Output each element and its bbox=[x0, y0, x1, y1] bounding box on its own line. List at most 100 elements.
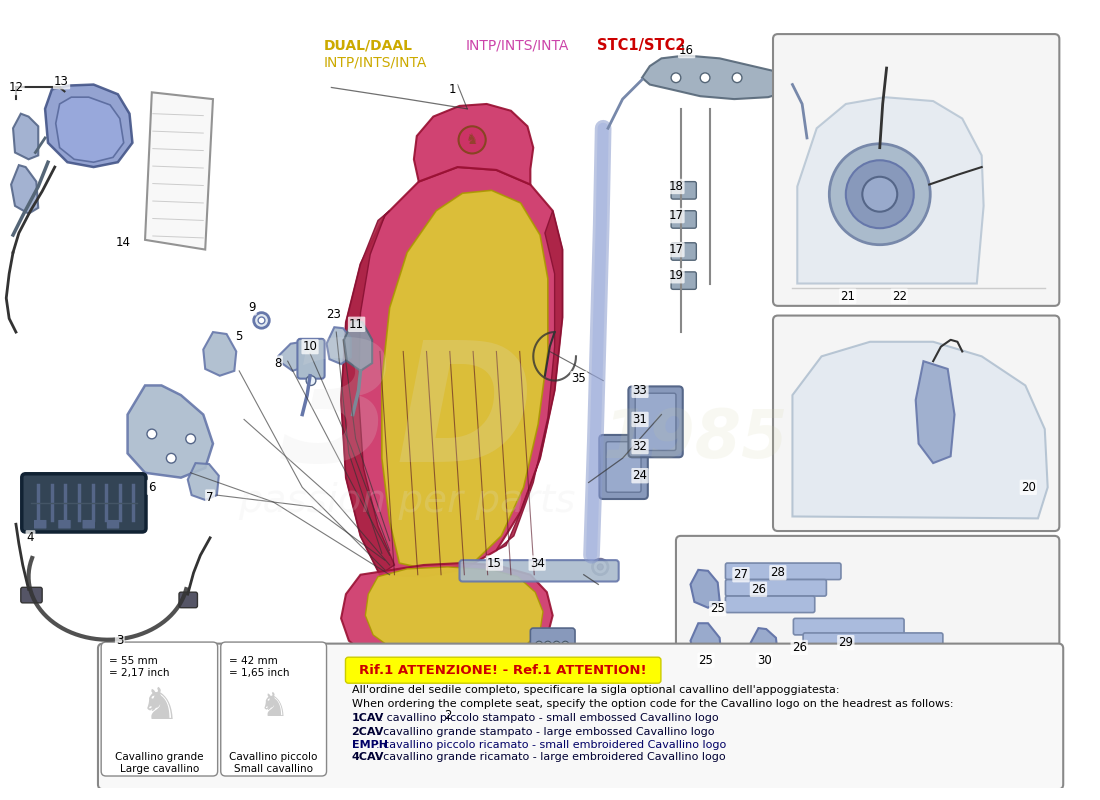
Text: 4CAV: 4CAV bbox=[352, 752, 384, 762]
FancyBboxPatch shape bbox=[179, 592, 197, 608]
Polygon shape bbox=[13, 114, 39, 159]
Text: : cavallino piccolo stampato - small embossed Cavallino logo: : cavallino piccolo stampato - small emb… bbox=[376, 713, 718, 722]
Polygon shape bbox=[56, 97, 123, 162]
Polygon shape bbox=[382, 190, 548, 570]
Polygon shape bbox=[344, 321, 372, 371]
Polygon shape bbox=[496, 210, 562, 550]
Text: ♞: ♞ bbox=[140, 686, 179, 728]
Polygon shape bbox=[341, 167, 562, 577]
Text: passion per parts: passion per parts bbox=[239, 482, 575, 520]
Polygon shape bbox=[414, 104, 534, 185]
Polygon shape bbox=[128, 386, 213, 478]
Text: 5: 5 bbox=[235, 330, 243, 343]
Circle shape bbox=[562, 641, 569, 648]
Text: ♞: ♞ bbox=[466, 133, 478, 147]
Text: 22: 22 bbox=[892, 290, 906, 302]
Text: 26: 26 bbox=[792, 641, 806, 654]
FancyBboxPatch shape bbox=[676, 536, 1059, 667]
Circle shape bbox=[166, 454, 176, 463]
Polygon shape bbox=[365, 567, 543, 659]
FancyBboxPatch shape bbox=[671, 272, 696, 290]
Text: = 2,17 inch: = 2,17 inch bbox=[109, 668, 169, 678]
Circle shape bbox=[862, 177, 898, 212]
Text: 6: 6 bbox=[148, 481, 155, 494]
Circle shape bbox=[254, 313, 270, 328]
FancyBboxPatch shape bbox=[33, 519, 47, 529]
FancyBboxPatch shape bbox=[57, 519, 72, 529]
Text: Rif.1 ATTENZIONE! - Ref.1 ATTENTION!: Rif.1 ATTENZIONE! - Ref.1 ATTENTION! bbox=[360, 664, 647, 677]
Text: 13: 13 bbox=[54, 75, 69, 88]
Circle shape bbox=[544, 641, 551, 648]
FancyBboxPatch shape bbox=[671, 182, 696, 199]
Polygon shape bbox=[327, 327, 351, 364]
Circle shape bbox=[671, 73, 681, 82]
FancyBboxPatch shape bbox=[22, 474, 146, 532]
Text: 2CAV: 2CAV bbox=[352, 726, 384, 737]
Text: 25: 25 bbox=[698, 654, 714, 666]
Text: 33: 33 bbox=[632, 384, 648, 397]
Text: 17: 17 bbox=[669, 209, 683, 222]
FancyBboxPatch shape bbox=[600, 435, 648, 499]
Text: 3: 3 bbox=[117, 634, 123, 647]
Polygon shape bbox=[642, 55, 792, 99]
Text: = 55 mm: = 55 mm bbox=[109, 656, 158, 666]
Text: 23: 23 bbox=[326, 308, 341, 321]
Text: Cavallino grande: Cavallino grande bbox=[116, 752, 204, 762]
Text: 16: 16 bbox=[679, 44, 694, 57]
Polygon shape bbox=[45, 85, 132, 167]
Circle shape bbox=[258, 317, 265, 324]
Polygon shape bbox=[915, 361, 955, 463]
Text: 15: 15 bbox=[487, 557, 502, 570]
Text: 1: 1 bbox=[449, 83, 456, 96]
Text: = 42 mm: = 42 mm bbox=[229, 656, 277, 666]
FancyBboxPatch shape bbox=[773, 315, 1059, 531]
Text: 35: 35 bbox=[572, 372, 586, 385]
FancyBboxPatch shape bbox=[21, 587, 42, 603]
Text: = 1,65 inch: = 1,65 inch bbox=[229, 668, 289, 678]
FancyBboxPatch shape bbox=[81, 519, 96, 529]
Polygon shape bbox=[278, 342, 310, 371]
FancyBboxPatch shape bbox=[671, 210, 696, 228]
Text: 14: 14 bbox=[116, 236, 130, 250]
Text: Large cavallino: Large cavallino bbox=[120, 764, 199, 774]
Text: 7: 7 bbox=[207, 490, 213, 503]
Text: 25: 25 bbox=[711, 602, 725, 615]
Text: 30: 30 bbox=[757, 654, 772, 666]
Text: 17: 17 bbox=[669, 243, 683, 256]
FancyBboxPatch shape bbox=[530, 628, 575, 661]
Text: 21: 21 bbox=[840, 290, 855, 302]
Text: 4: 4 bbox=[26, 531, 34, 544]
Text: 32: 32 bbox=[632, 440, 648, 453]
Polygon shape bbox=[11, 165, 38, 214]
Text: 24: 24 bbox=[632, 470, 648, 482]
FancyBboxPatch shape bbox=[793, 618, 904, 635]
Text: 28: 28 bbox=[770, 566, 785, 579]
Circle shape bbox=[846, 160, 914, 228]
Text: 1CAV: 1CAV bbox=[352, 713, 384, 722]
Text: Cavallino piccolo: Cavallino piccolo bbox=[230, 752, 318, 762]
Circle shape bbox=[147, 429, 156, 439]
FancyBboxPatch shape bbox=[101, 642, 218, 776]
Text: All'ordine del sedile completo, specificare la sigla optional cavallino dell'app: All'ordine del sedile completo, specific… bbox=[352, 686, 839, 695]
FancyBboxPatch shape bbox=[460, 560, 618, 582]
Text: EMPH: EMPH bbox=[352, 740, 387, 750]
Polygon shape bbox=[798, 97, 983, 283]
Text: INTP/INTS/INTA: INTP/INTS/INTA bbox=[465, 38, 569, 52]
Text: DUAL/DAAL: DUAL/DAAL bbox=[323, 38, 412, 52]
Text: 20: 20 bbox=[1021, 481, 1036, 494]
Text: Small cavallino: Small cavallino bbox=[234, 764, 313, 774]
Text: STC1/STC2: STC1/STC2 bbox=[597, 38, 685, 53]
Polygon shape bbox=[341, 563, 552, 670]
Circle shape bbox=[306, 376, 316, 386]
FancyBboxPatch shape bbox=[221, 642, 327, 776]
Circle shape bbox=[597, 564, 603, 570]
FancyBboxPatch shape bbox=[98, 644, 1064, 790]
Polygon shape bbox=[792, 342, 1047, 518]
FancyBboxPatch shape bbox=[773, 34, 1059, 306]
Text: 1985: 1985 bbox=[603, 406, 788, 472]
Text: 8: 8 bbox=[274, 357, 282, 370]
FancyBboxPatch shape bbox=[726, 596, 815, 613]
Text: : cavallino grande stampato - large embossed Cavallino logo: : cavallino grande stampato - large embo… bbox=[376, 726, 714, 737]
Circle shape bbox=[733, 73, 742, 82]
FancyBboxPatch shape bbox=[635, 394, 676, 450]
